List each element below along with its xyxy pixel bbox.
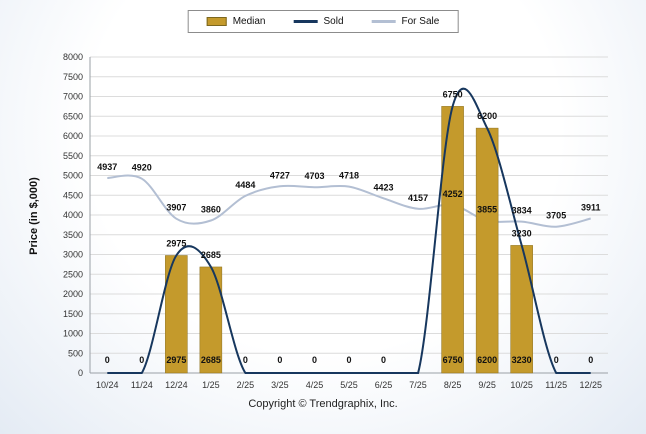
median-value-label: 0 xyxy=(139,355,144,365)
y-tick-label: 6000 xyxy=(63,131,83,141)
median-value-label: 0 xyxy=(381,355,386,365)
y-tick-label: 4000 xyxy=(63,210,83,220)
for-sale-value-label: 4937 xyxy=(97,162,117,172)
x-tick-label: 11/24 xyxy=(131,380,153,390)
x-tick-label: 12/24 xyxy=(165,380,188,390)
y-tick-label: 6500 xyxy=(63,111,83,121)
legend-label-for-sale: For Sale xyxy=(401,16,440,27)
for-sale-value-label: 4727 xyxy=(270,170,290,180)
median-value-label: 0 xyxy=(277,355,282,365)
x-tick-label: 8/25 xyxy=(444,380,462,390)
x-tick-label: 4/25 xyxy=(306,380,324,390)
median-value-label: 0 xyxy=(243,355,248,365)
y-tick-label: 2500 xyxy=(63,269,83,279)
x-tick-label: 2/25 xyxy=(237,380,255,390)
legend-label-sold: Sold xyxy=(323,16,344,27)
median-value-label: 0 xyxy=(105,355,110,365)
y-tick-label: 5500 xyxy=(63,151,83,161)
median-bar xyxy=(475,127,499,374)
for-sale-value-label: 3907 xyxy=(166,203,186,213)
for-sale-value-label: 4703 xyxy=(304,171,324,181)
median-value-label: 0 xyxy=(554,355,559,365)
y-tick-label: 2000 xyxy=(63,289,83,299)
y-tick-label: 500 xyxy=(68,348,83,358)
y-tick-label: 0 xyxy=(78,368,83,378)
copyright-text: Copyright © Trendgraphix, Inc. xyxy=(248,398,398,410)
legend-label-median: Median xyxy=(232,16,266,27)
sold-value-label: 2685 xyxy=(201,250,221,260)
x-tick-label: 5/25 xyxy=(340,380,358,390)
y-tick-label: 5000 xyxy=(63,171,83,181)
median-value-label: 2975 xyxy=(166,355,186,365)
median-value-label: 0 xyxy=(588,355,593,365)
y-tick-label: 3000 xyxy=(63,250,83,260)
y-axis-title: Price (in $,000) xyxy=(28,177,40,255)
legend: Median Sold For Sale xyxy=(187,10,459,33)
y-tick-label: 4500 xyxy=(63,190,83,200)
x-tick-label: 1/25 xyxy=(202,380,220,390)
for-sale-value-label: 3860 xyxy=(201,205,221,215)
y-tick-label: 3500 xyxy=(63,230,83,240)
for-sale-value-label: 4252 xyxy=(443,189,463,199)
for-sale-value-label: 4718 xyxy=(339,171,359,181)
sold-line-swatch-icon xyxy=(293,20,318,23)
for-sale-value-label: 4920 xyxy=(132,163,152,173)
y-tick-label: 1000 xyxy=(63,329,83,339)
for-sale-line xyxy=(107,174,591,228)
for-sale-value-label: 3855 xyxy=(477,205,497,215)
y-tick-label: 1500 xyxy=(63,309,83,319)
for-sale-value-label: 4423 xyxy=(374,182,394,192)
median-value-label: 3230 xyxy=(512,355,532,365)
median-value-label: 6200 xyxy=(477,355,497,365)
x-tick-label: 9/25 xyxy=(478,380,496,390)
x-tick-label: 6/25 xyxy=(375,380,393,390)
sold-value-label: 6750 xyxy=(443,89,463,99)
for-sale-value-label: 4484 xyxy=(235,180,255,190)
median-value-label: 6750 xyxy=(443,355,463,365)
median-value-label: 0 xyxy=(346,355,351,365)
y-tick-label: 7500 xyxy=(63,72,83,82)
legend-item-for-sale: For Sale xyxy=(371,16,440,27)
x-tick-label: 12/25 xyxy=(579,380,602,390)
x-tick-label: 10/24 xyxy=(96,380,119,390)
median-value-label: 0 xyxy=(312,355,317,365)
y-tick-label: 8000 xyxy=(63,52,83,62)
x-tick-label: 10/25 xyxy=(510,380,533,390)
y-tick-label: 7000 xyxy=(63,92,83,102)
sold-value-label: 6200 xyxy=(477,111,497,121)
for-sale-value-label: 3705 xyxy=(546,211,566,221)
sold-line xyxy=(107,87,591,374)
median-bar xyxy=(510,245,533,374)
for-sale-value-label: 3911 xyxy=(581,203,601,213)
median-value-label: 2685 xyxy=(201,355,221,365)
x-tick-label: 7/25 xyxy=(409,380,427,390)
for-sale-line-swatch-icon xyxy=(371,20,396,23)
x-tick-label: 3/25 xyxy=(271,380,289,390)
legend-item-median: Median xyxy=(206,16,266,27)
for-sale-value-label: 4157 xyxy=(408,193,428,203)
legend-item-sold: Sold xyxy=(293,16,344,27)
x-tick-label: 11/25 xyxy=(545,380,567,390)
sold-value-label: 2975 xyxy=(166,238,186,248)
chart-canvas: 0 500 1000 1500 2000 2500 3000 3500 4000 4500 5000… xyxy=(63,52,608,390)
median-bar-swatch-icon xyxy=(206,17,227,26)
sold-value-label: 3230 xyxy=(512,228,532,238)
for-sale-value-label: 3834 xyxy=(512,206,532,216)
